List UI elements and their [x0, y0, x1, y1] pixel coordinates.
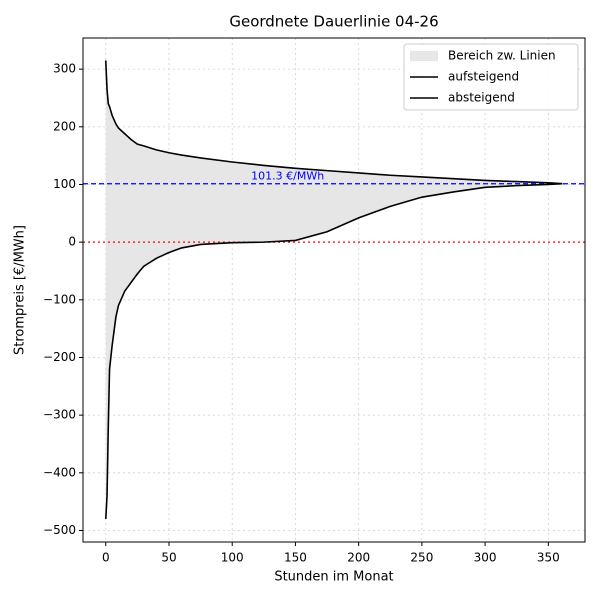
y-tick-label: 0	[68, 235, 76, 249]
x-tick-label: 300	[474, 551, 497, 565]
legend-label: absteigend	[448, 91, 515, 105]
x-tick-label: 0	[102, 551, 110, 565]
y-tick-label: 300	[53, 62, 76, 76]
x-tick-label: 100	[221, 551, 244, 565]
y-tick-label: −400	[43, 465, 76, 479]
legend-label: aufsteigend	[448, 70, 519, 84]
chart-title: Geordnete Dauerlinie 04-26	[229, 13, 438, 31]
y-tick-label: −100	[43, 292, 76, 306]
x-tick-label: 250	[410, 551, 433, 565]
x-tick-label: 50	[161, 551, 176, 565]
legend-swatch	[410, 51, 438, 61]
y-tick-label: 200	[53, 119, 76, 133]
legend-label: Bereich zw. Linien	[448, 49, 556, 63]
y-tick-label: −300	[43, 408, 76, 422]
y-tick-label: −500	[43, 523, 76, 537]
x-tick-label: 200	[347, 551, 370, 565]
x-axis-label: Stunden im Monat	[274, 570, 393, 585]
line	[104, 60, 563, 185]
reference-label: 101.3 €/MWh	[251, 170, 324, 183]
x-tick-label: 150	[284, 551, 307, 565]
plot-frame	[82, 37, 586, 543]
line	[104, 182, 563, 519]
x-tick-label: 350	[537, 551, 560, 565]
legend-box	[403, 43, 579, 111]
y-tick-label: −200	[43, 350, 76, 364]
y-axis-label: Strompreis [€/MWh]	[13, 225, 28, 355]
y-tick-label: 100	[53, 177, 76, 191]
fill-area	[105, 60, 563, 519]
